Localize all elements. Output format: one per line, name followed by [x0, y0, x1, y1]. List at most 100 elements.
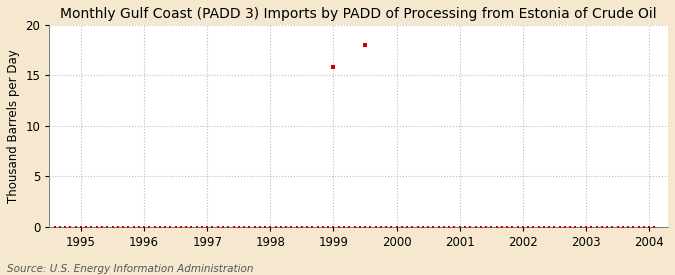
- Point: [418, 225, 429, 229]
- Point: [260, 225, 271, 229]
- Point: [591, 225, 602, 229]
- Point: [354, 225, 365, 229]
- Point: [202, 225, 213, 229]
- Point: [518, 225, 529, 229]
- Point: [533, 225, 544, 229]
- Point: [333, 225, 344, 229]
- Point: [428, 225, 439, 229]
- Point: [649, 225, 659, 229]
- Point: [191, 225, 202, 229]
- Point: [117, 225, 128, 229]
- Point: [507, 225, 518, 229]
- Point: [244, 225, 254, 229]
- Point: [370, 225, 381, 229]
- Point: [622, 225, 633, 229]
- Point: [522, 225, 533, 229]
- Point: [570, 225, 581, 229]
- Point: [392, 225, 402, 229]
- Point: [170, 225, 181, 229]
- Point: [165, 225, 176, 229]
- Point: [313, 225, 323, 229]
- Point: [138, 225, 149, 229]
- Point: [549, 225, 560, 229]
- Point: [155, 225, 165, 229]
- Point: [307, 225, 318, 229]
- Point: [123, 225, 134, 229]
- Point: [339, 225, 350, 229]
- Point: [454, 225, 465, 229]
- Point: [560, 225, 570, 229]
- Point: [239, 225, 250, 229]
- Y-axis label: Thousand Barrels per Day: Thousand Barrels per Day: [7, 49, 20, 203]
- Point: [375, 225, 386, 229]
- Point: [475, 225, 486, 229]
- Point: [449, 225, 460, 229]
- Point: [496, 225, 507, 229]
- Point: [486, 225, 497, 229]
- Point: [601, 225, 612, 229]
- Point: [597, 225, 608, 229]
- Point: [439, 225, 450, 229]
- Point: [296, 225, 307, 229]
- Point: [217, 225, 228, 229]
- Point: [396, 225, 407, 229]
- Point: [213, 225, 223, 229]
- Point: [644, 225, 655, 229]
- Point: [423, 225, 433, 229]
- Point: [407, 225, 418, 229]
- Point: [618, 225, 628, 229]
- Point: [633, 225, 644, 229]
- Point: [349, 225, 360, 229]
- Point: [286, 225, 297, 229]
- Point: [460, 225, 470, 229]
- Point: [528, 225, 539, 229]
- Point: [386, 225, 397, 229]
- Point: [281, 225, 292, 229]
- Point: [365, 225, 376, 229]
- Point: [323, 225, 333, 229]
- Point: [328, 65, 339, 70]
- Point: [223, 225, 234, 229]
- Point: [149, 225, 160, 229]
- Point: [275, 225, 286, 229]
- Point: [70, 225, 81, 229]
- Point: [539, 225, 549, 229]
- Point: [113, 225, 124, 229]
- Point: [76, 225, 86, 229]
- Point: [270, 225, 281, 229]
- Point: [144, 225, 155, 229]
- Point: [544, 225, 555, 229]
- Point: [65, 225, 76, 229]
- Point: [128, 225, 139, 229]
- Point: [481, 225, 491, 229]
- Point: [502, 225, 512, 229]
- Point: [512, 225, 523, 229]
- Point: [86, 225, 97, 229]
- Point: [134, 225, 144, 229]
- Point: [607, 225, 618, 229]
- Point: [55, 225, 65, 229]
- Point: [360, 225, 371, 229]
- Point: [186, 225, 197, 229]
- Title: Monthly Gulf Coast (PADD 3) Imports by PADD of Processing from Estonia of Crude : Monthly Gulf Coast (PADD 3) Imports by P…: [61, 7, 657, 21]
- Point: [207, 225, 218, 229]
- Point: [586, 225, 597, 229]
- Point: [465, 225, 476, 229]
- Point: [196, 225, 207, 229]
- Point: [254, 225, 265, 229]
- Point: [565, 225, 576, 229]
- Point: [49, 225, 60, 229]
- Point: [249, 225, 260, 229]
- Point: [470, 225, 481, 229]
- Point: [575, 225, 586, 229]
- Point: [107, 225, 118, 229]
- Point: [491, 225, 502, 229]
- Point: [97, 225, 107, 229]
- Point: [91, 225, 102, 229]
- Point: [580, 225, 591, 229]
- Point: [160, 225, 171, 229]
- Point: [639, 225, 649, 229]
- Point: [302, 225, 313, 229]
- Point: [402, 225, 412, 229]
- Point: [628, 225, 639, 229]
